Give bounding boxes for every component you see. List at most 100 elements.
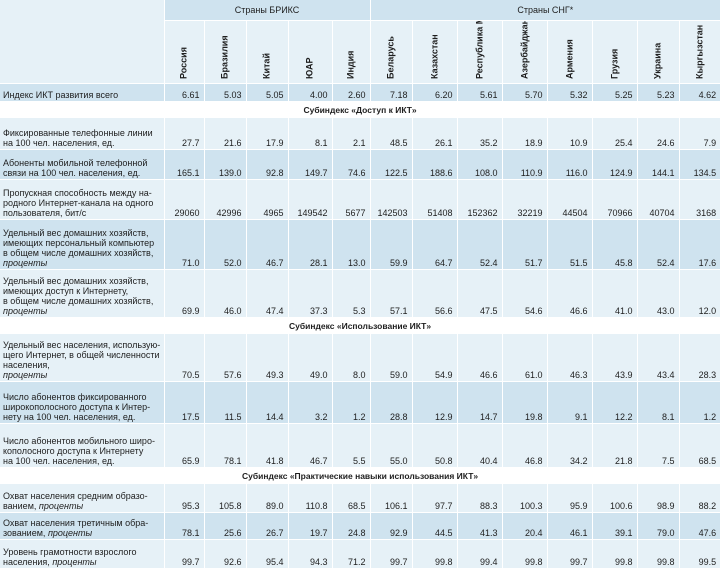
- table-cell: 92.9: [370, 513, 412, 540]
- table-cell: 21.8: [592, 424, 637, 468]
- table-cell: 139.0: [204, 150, 246, 180]
- country-name: Беларусь: [387, 36, 396, 79]
- table-cell: 10.9: [547, 118, 592, 150]
- table-cell: 99.4: [457, 540, 502, 568]
- table-cell: 12.0: [679, 270, 720, 318]
- table-row: Удельный вес домашних хозяйств,имеющих д…: [0, 270, 720, 318]
- row-label-line: Абоненты мобильной телефонной: [3, 158, 162, 168]
- table-cell: 12.9: [412, 382, 457, 424]
- header-corner: [0, 0, 164, 84]
- row-label-line: в общем числе домашних хозяйств,: [3, 248, 153, 258]
- table-cell: 1.2: [679, 382, 720, 424]
- table-cell: 98.9: [637, 484, 679, 513]
- table-cell: 52.4: [457, 220, 502, 270]
- table-cell: 188.6: [412, 150, 457, 180]
- table-cell: 52.0: [204, 220, 246, 270]
- row-label-line: Удельный вес домашних хозяйств,: [3, 276, 162, 286]
- table-cell: 45.8: [592, 220, 637, 270]
- country-name: Китай: [263, 53, 272, 79]
- table-cell: 49.3: [246, 334, 288, 382]
- table-cell: 46.3: [547, 334, 592, 382]
- row-label: Удельный вес населения, использую-щего И…: [0, 334, 164, 382]
- table-cell: 35.2: [457, 118, 502, 150]
- row-label-line: нету на 100 чел. населения, ед.: [3, 412, 162, 422]
- country-name: Грузия: [610, 49, 619, 79]
- table-cell: 49.0: [288, 334, 332, 382]
- table-cell: 68.5: [332, 484, 370, 513]
- table-cell: 99.8: [412, 540, 457, 568]
- row-label-line: родного Интернет-канала на одного: [3, 198, 162, 208]
- table-row: Пропускная способность между на-родного …: [0, 180, 720, 220]
- table-cell: 46.7: [246, 220, 288, 270]
- table-cell: 32219: [502, 180, 547, 220]
- table-cell: 88.2: [679, 484, 720, 513]
- table-cell: 100.3: [502, 484, 547, 513]
- table-cell: 64.7: [412, 220, 457, 270]
- table-cell: 5.61: [457, 84, 502, 102]
- country-name: Азербайджан: [520, 21, 529, 80]
- subindex-header-row: Субиндекс «Использование ИКТ»: [0, 318, 720, 334]
- row-label-line: связи на 100 чел. населения, ед.: [3, 168, 162, 178]
- country-header: Украина: [637, 21, 679, 84]
- row-label-line: кополосного доступа к Интернету: [3, 446, 162, 456]
- row-label-line: в общем числе домашних хозяйств,: [3, 296, 153, 306]
- table-cell: 152362: [457, 180, 502, 220]
- table-cell: 95.3: [164, 484, 204, 513]
- row-label-line: пользователя, бит/с: [3, 208, 162, 218]
- table-cell: 46.8: [502, 424, 547, 468]
- country-name: Армения: [565, 39, 574, 79]
- table-cell: 116.0: [547, 150, 592, 180]
- table-cell: 71.2: [332, 540, 370, 568]
- table-cell: 95.9: [547, 484, 592, 513]
- table-cell: 59.0: [370, 334, 412, 382]
- table-cell: 55.0: [370, 424, 412, 468]
- table-cell: 5.05: [246, 84, 288, 102]
- table-cell: 26.1: [412, 118, 457, 150]
- row-label-units: проценты: [39, 501, 83, 511]
- row-label-line: зованием,: [3, 528, 45, 538]
- table-cell: 7.5: [637, 424, 679, 468]
- subindex-header-row: Субиндекс «Практические навыки использов…: [0, 468, 720, 484]
- table-cell: 2.60: [332, 84, 370, 102]
- table-cell: 100.6: [592, 484, 637, 513]
- table-cell: 34.2: [547, 424, 592, 468]
- table-cell: 97.7: [412, 484, 457, 513]
- row-label-line: имеющих доступ к Интернету,: [3, 286, 162, 296]
- table-cell: 1.2: [332, 382, 370, 424]
- table-cell: 17.5: [164, 382, 204, 424]
- table-cell: 5.5: [332, 424, 370, 468]
- table-cell: 54.9: [412, 334, 457, 382]
- table-cell: 92.8: [246, 150, 288, 180]
- row-label: Охват населения средним образо-ванием, п…: [0, 484, 164, 513]
- table-cell: 165.1: [164, 150, 204, 180]
- table-cell: 65.9: [164, 424, 204, 468]
- table-cell: 61.0: [502, 334, 547, 382]
- subindex-title: Субиндекс «Практические навыки использов…: [0, 468, 720, 484]
- table-cell: 99.7: [370, 540, 412, 568]
- table-cell: 47.4: [246, 270, 288, 318]
- table-cell: 2.1: [332, 118, 370, 150]
- table-cell: 46.6: [457, 334, 502, 382]
- table-cell: 47.6: [679, 513, 720, 540]
- table-cell: 39.1: [592, 513, 637, 540]
- table-cell: 17.9: [246, 118, 288, 150]
- table-cell: 94.3: [288, 540, 332, 568]
- row-label: Число абонентов мобильного широ-кополосн…: [0, 424, 164, 468]
- table-cell: 70.5: [164, 334, 204, 382]
- table-cell: 54.6: [502, 270, 547, 318]
- row-label-units: проценты: [3, 306, 47, 316]
- country-name: Бразилия: [221, 35, 230, 79]
- table-cell: 99.8: [592, 540, 637, 568]
- subindex-title: Субиндекс «Доступ к ИКТ»: [0, 102, 720, 118]
- table-cell: 110.8: [288, 484, 332, 513]
- row-label-line: на 100 чел. населения, ед.: [3, 456, 162, 466]
- table-cell: 28.1: [288, 220, 332, 270]
- row-label-line: населения,: [3, 360, 50, 370]
- table-cell: 40.4: [457, 424, 502, 468]
- row-label-line: Удельный вес домашних хозяйств,: [3, 228, 162, 238]
